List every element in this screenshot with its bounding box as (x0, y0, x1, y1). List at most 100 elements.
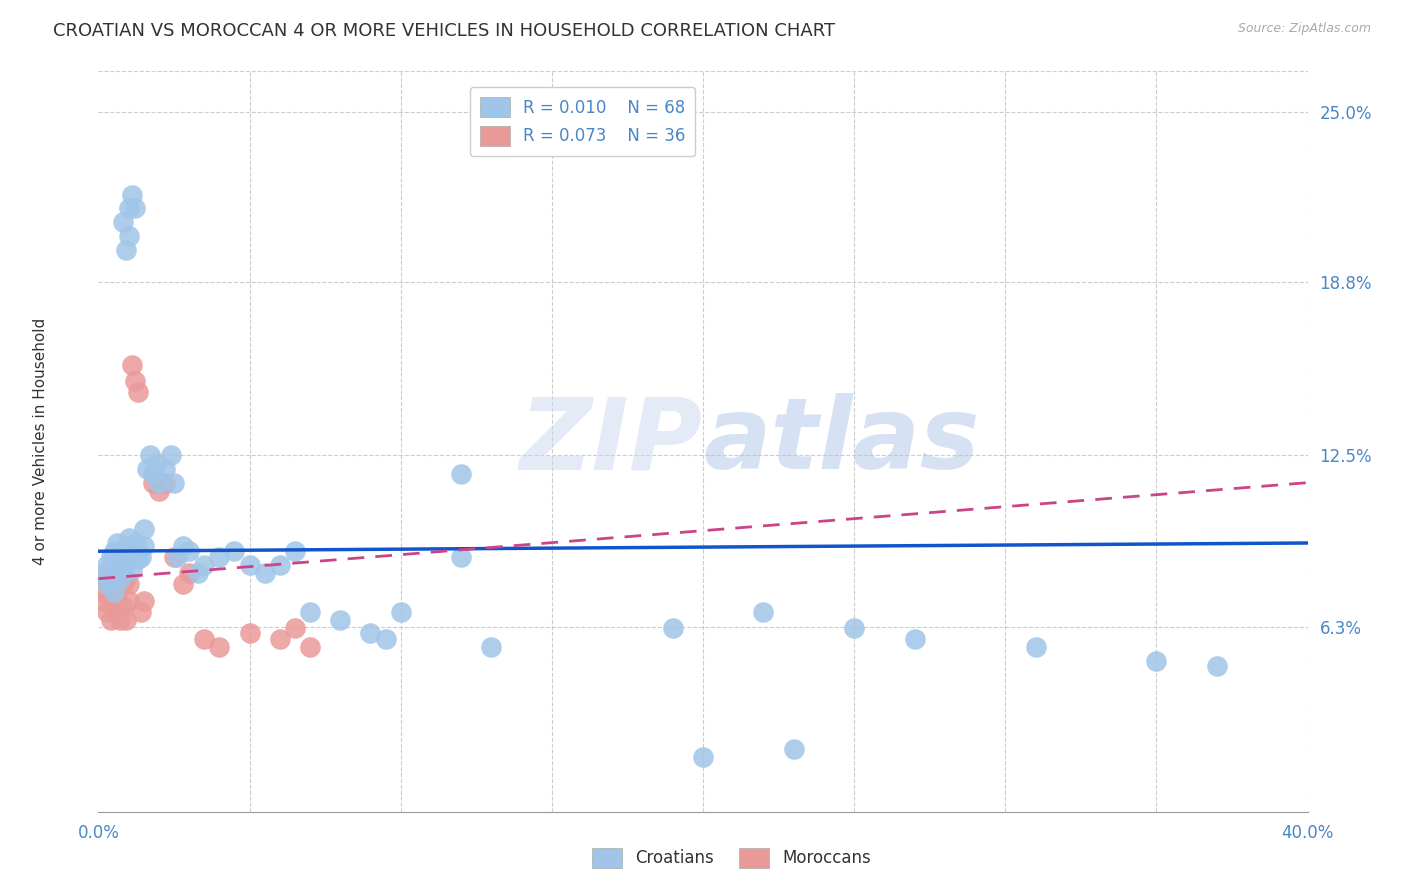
Point (100, 572, 122, 586)
Point (360, 626, 382, 640)
Point (208, 549, 231, 564)
Point (108, 549, 131, 564)
Point (108, 572, 131, 586)
Point (163, 475, 186, 490)
Point (108, 572, 131, 586)
Point (121, 544, 143, 558)
Point (111, 544, 134, 558)
Point (132, 539, 155, 553)
Point (450, 549, 472, 564)
Point (111, 599, 134, 613)
Point (172, 577, 194, 591)
Point (179, 544, 201, 558)
Point (114, 555, 136, 569)
Point (142, 475, 165, 490)
Point (105, 563, 128, 577)
Point (1024, 640, 1046, 655)
Point (661, 621, 683, 635)
Point (172, 539, 194, 553)
Point (139, 448, 162, 462)
Point (93, 566, 115, 581)
Point (142, 467, 165, 482)
Point (114, 243, 136, 257)
Point (118, 531, 141, 545)
Point (118, 577, 141, 591)
Point (103, 599, 125, 613)
Point (253, 566, 276, 581)
Point (105, 605, 128, 619)
Point (299, 640, 322, 655)
Point (187, 566, 209, 581)
Legend: R = 0.010    N = 68, R = 0.073    N = 36: R = 0.010 N = 68, R = 0.073 N = 36 (470, 87, 695, 156)
Point (93, 572, 115, 586)
Point (132, 522, 155, 536)
Point (93, 593, 115, 607)
Point (114, 572, 136, 586)
Point (1144, 654, 1167, 668)
Point (193, 632, 215, 646)
Point (135, 462, 157, 476)
Point (148, 483, 170, 498)
Point (114, 539, 136, 553)
Point (208, 640, 231, 655)
Point (127, 552, 149, 566)
Point (124, 536, 146, 550)
Point (127, 385, 149, 400)
Point (111, 577, 134, 591)
Text: ZIP: ZIP (520, 393, 703, 490)
Point (153, 462, 176, 476)
Point (844, 621, 866, 635)
Point (389, 605, 412, 619)
Point (239, 558, 262, 572)
Point (121, 563, 143, 577)
Point (284, 544, 307, 558)
Point (284, 621, 307, 635)
Text: Source: ZipAtlas.com: Source: ZipAtlas.com (1237, 22, 1371, 36)
Point (100, 549, 122, 564)
Point (100, 613, 122, 627)
Point (103, 572, 125, 586)
Point (100, 585, 122, 599)
Point (111, 215, 134, 229)
Point (132, 593, 155, 607)
Point (224, 544, 246, 558)
Point (374, 632, 396, 646)
Text: atlas: atlas (703, 393, 980, 490)
Point (96, 558, 118, 572)
Point (103, 585, 125, 599)
Point (904, 632, 927, 646)
Point (105, 536, 128, 550)
Point (160, 448, 183, 462)
Point (111, 560, 134, 574)
Point (127, 544, 149, 558)
Point (481, 640, 503, 655)
Point (121, 187, 143, 202)
Point (118, 228, 141, 243)
Point (96, 577, 118, 591)
Point (450, 467, 472, 482)
Legend: Croatians, Moroccans: Croatians, Moroccans (585, 841, 877, 875)
Point (153, 475, 176, 490)
Point (114, 613, 136, 627)
Point (121, 358, 143, 372)
Point (179, 566, 201, 581)
Point (96, 577, 118, 591)
Point (166, 549, 188, 564)
Point (103, 544, 125, 558)
Point (1206, 659, 1229, 673)
Point (129, 605, 152, 619)
Point (193, 558, 215, 572)
Point (96, 605, 118, 619)
Point (105, 585, 128, 599)
Point (299, 605, 322, 619)
Point (118, 593, 141, 607)
Point (148, 475, 170, 490)
Point (118, 202, 141, 216)
Point (108, 613, 131, 627)
Point (124, 374, 146, 388)
Text: 4 or more Vehicles in Household: 4 or more Vehicles in Household (32, 318, 48, 566)
Point (163, 549, 186, 564)
Point (752, 605, 775, 619)
Point (269, 632, 291, 646)
Point (692, 750, 714, 764)
